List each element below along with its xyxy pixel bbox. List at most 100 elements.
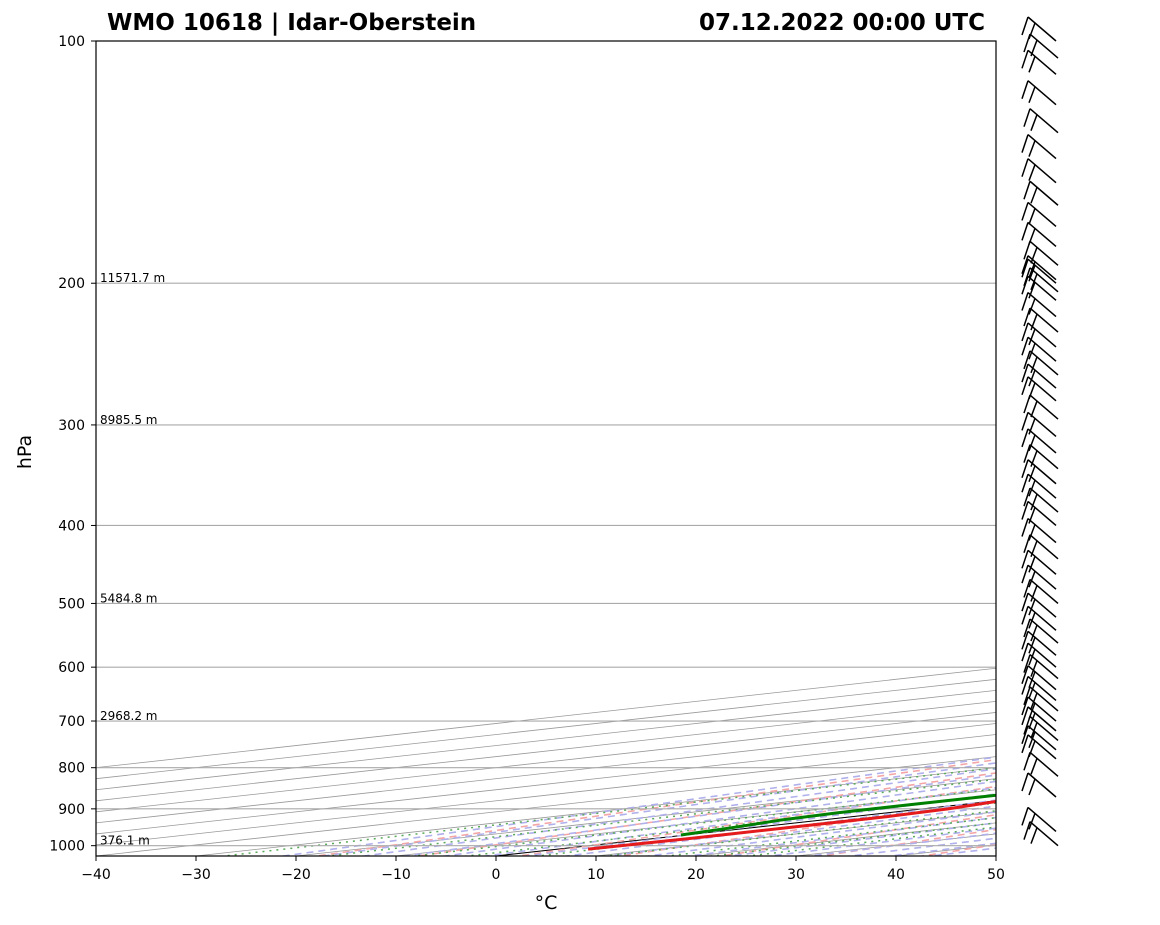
wind-barb-staff (1029, 444, 1059, 470)
wind-barb-feather (1021, 202, 1029, 221)
wind-barb-staff (1027, 258, 1057, 284)
wind-barb-feather (1021, 50, 1029, 69)
wind-barb-feather (1021, 631, 1029, 650)
wind-barb-staff (1027, 16, 1057, 42)
wind-barb-staff (1029, 108, 1059, 134)
wind-barbs (1021, 16, 1059, 847)
mixing-ratio-line (217, 767, 996, 856)
wind-barb-feather (1023, 716, 1031, 735)
y-tick-label: 100 (58, 34, 85, 50)
mixing-ratio-line (741, 826, 996, 856)
wind-barb-staff (1027, 605, 1057, 631)
wind-barb-staff (1027, 291, 1057, 318)
chart-title-station: WMO 10618 | Idar-Oberstein (107, 10, 476, 36)
wind-barb-feather (1021, 134, 1029, 153)
wind-barb-feather (1028, 570, 1036, 588)
wind-barb-feather (1028, 418, 1036, 435)
x-tick-label: 0 (492, 867, 501, 883)
wind-barb-feather (1030, 540, 1038, 558)
wind-barb-feather (1021, 336, 1029, 356)
background-lines (96, 41, 1160, 866)
wind-barb-staff (1027, 473, 1057, 499)
dry-adiabat-line (816, 828, 996, 856)
wind-barb-feather (1030, 400, 1038, 418)
isotherm-line (96, 700, 996, 802)
profile-line (587, 799, 996, 851)
wind-barb-feather (1023, 618, 1031, 638)
wind-barb-feather (1028, 598, 1036, 616)
wind-barb-feather (1028, 507, 1036, 524)
wind-barb-feather (1028, 208, 1036, 225)
mixing-ratio-line (460, 794, 996, 856)
moist-adiabat-line (924, 847, 996, 856)
wind-barb-feather (1021, 665, 1029, 684)
wind-barb-feather (1028, 342, 1036, 360)
wind-barb-feather (1028, 328, 1036, 346)
wind-barb-feather (1030, 493, 1038, 511)
wind-barb-feather (1023, 821, 1031, 840)
wind-barb-feather (1028, 671, 1036, 688)
wind-barb-staff (1027, 221, 1057, 247)
wind-barb-feather (1021, 725, 1029, 745)
x-axis: −40 −30 −20 −10 0 10 20 30 40 50 (81, 856, 1005, 883)
height-label: 8985.5 m (100, 413, 158, 427)
wind-barb-feather (1021, 276, 1029, 295)
moist-adiabat-line (439, 780, 996, 856)
wind-barb-feather (1023, 579, 1031, 598)
isotherm-line (692, 822, 996, 856)
wind-barb-feather (1028, 264, 1036, 282)
wind-barb-staff (1027, 275, 1057, 301)
wind-barb-feather (1030, 624, 1038, 642)
wind-barb-feather (1028, 479, 1036, 497)
isotherm-line (892, 844, 996, 856)
wind-barb-feather (1028, 282, 1036, 299)
x-tick-label: −20 (281, 867, 311, 883)
wind-barb-feather (1030, 114, 1038, 131)
profile-line (680, 793, 996, 837)
wind-barb-feather (1028, 382, 1036, 400)
wind-barb-staff (1027, 80, 1057, 106)
moist-adiabat-line (763, 827, 996, 856)
wind-barb-feather (1028, 228, 1036, 245)
wind-barb-feather (1030, 39, 1038, 57)
y-tick-label: 700 (58, 714, 85, 730)
mixing-ratio-line (598, 810, 996, 856)
isotherm-line (96, 723, 996, 824)
wind-barb-feather (1028, 369, 1036, 387)
wind-barb-feather (1023, 487, 1031, 507)
wind-barb-staff (1027, 564, 1057, 590)
wind-barb-feather (1030, 313, 1038, 331)
dry-adiabat-line (959, 41, 1160, 866)
y-tick-label: 900 (58, 802, 85, 818)
dry-adiabat-line (412, 772, 996, 856)
wind-barb-feather (1021, 642, 1029, 662)
wind-barb-feather (1028, 648, 1036, 666)
x-tick-label: 20 (687, 867, 705, 883)
isotherm-line (96, 667, 996, 769)
x-tick-label: 40 (887, 867, 905, 883)
wind-barb-feather (1021, 501, 1029, 520)
wind-barb-staff (1029, 180, 1059, 206)
isotherm-line (96, 712, 996, 813)
wind-barb-feather (1028, 465, 1036, 483)
sounding-profiles (587, 793, 996, 851)
moist-adiabat-line (884, 842, 996, 856)
wind-barb-staff (1027, 336, 1057, 362)
wind-barb-staff (1027, 428, 1057, 454)
wind-barb-feather (1030, 356, 1038, 374)
wind-barb-staff (1029, 307, 1059, 333)
wind-barb-feather (1021, 734, 1029, 754)
wind-barb-feather (1023, 654, 1031, 673)
wind-barb-feather (1028, 298, 1036, 315)
wind-barb-feather (1028, 56, 1036, 73)
isotherm-line (96, 689, 996, 791)
x-tick-label: −40 (81, 867, 111, 883)
isotherm-line (96, 734, 996, 835)
wind-barb-feather (1028, 712, 1036, 730)
wind-barb-feather (1023, 108, 1031, 127)
wind-barb-feather (1021, 412, 1029, 431)
x-tick-label: −30 (181, 867, 211, 883)
x-tick-label: 10 (587, 867, 605, 883)
wind-barb-staff (1027, 665, 1057, 691)
